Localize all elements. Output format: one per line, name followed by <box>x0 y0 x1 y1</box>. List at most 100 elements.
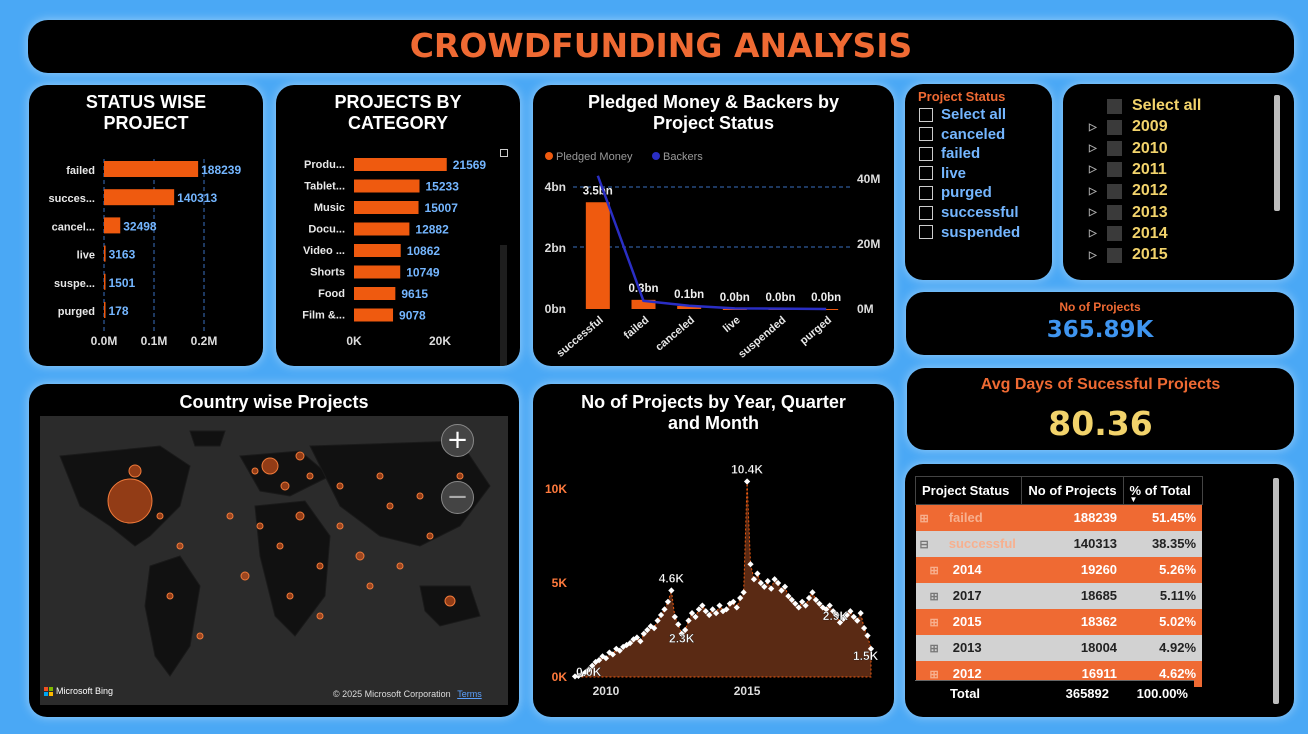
bar <box>104 302 106 318</box>
expand-toggle-icon[interactable]: ⊞ <box>929 643 939 655</box>
matrix-row[interactable]: ⊞ 2017 18685 5.11% <box>915 582 1203 609</box>
matrix-row[interactable]: ⊞ 2014 19260 5.26% <box>915 556 1203 583</box>
checkbox-icon[interactable] <box>919 166 933 181</box>
kpi-days-label: Avg Days of Sucessful Projects <box>980 376 1221 393</box>
checkbox-icon[interactable] <box>919 127 933 142</box>
status-slicer-option[interactable]: canceled <box>919 126 1005 143</box>
matrix-row[interactable]: ⊞ 2013 18004 4.92% <box>915 634 1203 661</box>
status-slicer-option[interactable]: failed <box>919 145 980 162</box>
status-slicer-label: live <box>941 164 967 182</box>
map-bubble <box>128 464 142 478</box>
checkbox-icon[interactable] <box>919 225 933 240</box>
zoom-in-button[interactable]: + <box>441 424 474 457</box>
expand-icon[interactable]: ▷ <box>1089 207 1097 218</box>
expand-icon[interactable]: ▷ <box>1089 121 1097 133</box>
year-slicer-option[interactable]: ▷ 2011 <box>1089 161 1167 179</box>
row-count: 18685 <box>1021 582 1124 609</box>
x-tick-label: 2015 <box>734 684 761 698</box>
matrix-scrollbar[interactable] <box>1273 478 1279 704</box>
checkbox-icon[interactable] <box>919 205 933 220</box>
data-label: 32498 <box>123 219 157 233</box>
expand-toggle-icon[interactable]: ⊞ <box>929 617 939 629</box>
checkbox-icon[interactable] <box>919 146 933 161</box>
year-slicer-option[interactable]: Select all <box>1089 97 1201 115</box>
data-label: 9078 <box>399 309 426 323</box>
col-project-status[interactable]: Project Status <box>914 476 1023 505</box>
checkbox-icon[interactable] <box>1107 141 1122 157</box>
category-label: cancel... <box>52 221 95 233</box>
expand-toggle-icon[interactable]: ⊟ <box>919 539 929 551</box>
expand-icon[interactable]: ▷ <box>1089 185 1097 197</box>
status-slicer-option[interactable]: suspended <box>919 224 1020 241</box>
checkbox-icon[interactable] <box>1107 162 1122 178</box>
zoom-out-button[interactable]: − <box>441 481 474 514</box>
year-slicer-option[interactable]: ▷ 2014 <box>1089 225 1168 243</box>
matrix-row[interactable]: ⊞ failed 188239 51.45% <box>915 504 1203 531</box>
expand-toggle-icon[interactable]: ⊞ <box>929 565 939 577</box>
year-area-chart: 0K 5K 10K 2010 2015 10.4K 4.6K 2.3K 2.9K 1.5K 0.0K <box>545 462 879 698</box>
checkbox-icon[interactable] <box>1107 98 1122 114</box>
year-title-line1: No of Projects by Year, Quarter <box>581 392 846 412</box>
world-map[interactable] <box>40 416 508 705</box>
bar <box>104 161 199 177</box>
data-label: 10862 <box>407 244 441 258</box>
data-label: 4.6K <box>659 572 685 586</box>
year-slicer-scrollbar[interactable] <box>1274 95 1280 211</box>
map-bubble <box>456 472 464 480</box>
terms-link[interactable]: Terms <box>457 689 482 699</box>
bar <box>104 245 106 262</box>
map-bubble <box>316 612 324 620</box>
land-mass <box>254 500 331 637</box>
map-bubble <box>196 632 204 640</box>
checkbox-icon[interactable] <box>1107 205 1122 220</box>
checkbox-icon[interactable] <box>919 185 933 200</box>
category-label: Food <box>318 288 345 300</box>
col-no-of-projects[interactable]: No of Projects <box>1021 476 1124 505</box>
status-slicer-option[interactable]: Select all <box>919 106 1006 123</box>
data-label: 188239 <box>201 163 241 177</box>
year-slicer-label: 2009 <box>1132 118 1168 136</box>
status-bar-chart: 0.0M 0.1M 0.2M failed 188239 succes... 140313 c… <box>49 159 241 348</box>
bar <box>354 201 419 214</box>
checkbox-icon[interactable] <box>1107 247 1122 263</box>
expand-toggle-icon[interactable]: ⊞ <box>929 591 939 603</box>
data-point <box>743 478 751 485</box>
year-slicer-option[interactable]: ▷ 2010 <box>1089 140 1168 158</box>
status-slicer-option[interactable]: successful <box>919 204 1019 221</box>
checkbox-icon[interactable] <box>1107 226 1122 242</box>
expand-icon[interactable]: ▷ <box>1089 164 1097 176</box>
checkbox-icon[interactable] <box>1107 183 1122 199</box>
year-slicer-option[interactable]: ▷ 2012 <box>1089 182 1168 200</box>
category-label: Shorts <box>310 267 345 279</box>
year-slicer-label: 2014 <box>1132 224 1168 242</box>
year-slicer-option[interactable]: ▷ 2009 <box>1089 118 1168 136</box>
data-point <box>692 613 699 620</box>
pledged-chart-title: Pledged Money & Backers by Project Statu… <box>533 92 894 134</box>
year-slicer-option[interactable]: ▷ 2015 <box>1089 246 1168 264</box>
data-label: 9615 <box>401 287 428 301</box>
year-slicer-option[interactable]: ▷ 2013 <box>1089 204 1168 222</box>
map-bubble <box>316 562 324 570</box>
matrix-row[interactable]: ⊟ successful 140313 38.35% <box>915 530 1203 557</box>
col-pct-of-total[interactable]: % of Total ▼ <box>1122 476 1203 505</box>
matrix-row[interactable]: ⊞ 2015 18362 5.02% <box>915 608 1203 635</box>
checkbox-icon[interactable] <box>919 107 933 122</box>
focus-mode-icon[interactable] <box>500 149 508 157</box>
expand-icon[interactable]: ▷ <box>1089 143 1097 155</box>
expand-icon[interactable]: ▷ <box>1089 228 1097 240</box>
expand-toggle-icon[interactable]: ⊞ <box>929 669 939 681</box>
map-canvas[interactable] <box>40 416 508 705</box>
expand-icon[interactable]: ▷ <box>1089 249 1097 261</box>
pledged-title-line1: Pledged Money & Backers by <box>587 92 840 112</box>
data-label: 21569 <box>453 158 487 172</box>
y-tick-label: 10K <box>545 482 567 496</box>
sort-desc-icon: ▼ <box>1129 495 1138 504</box>
checkbox-icon[interactable] <box>1107 119 1122 135</box>
expand-toggle-icon[interactable]: ⊞ <box>919 513 929 526</box>
bar <box>354 179 420 193</box>
map-bubble <box>176 542 184 550</box>
status-slicer-option[interactable]: live <box>919 165 966 182</box>
category-scrollbar[interactable] <box>500 245 507 366</box>
status-slicer-option[interactable]: purged <box>919 184 992 201</box>
matrix-total-row: Total 365892 100.00% <box>915 680 1194 707</box>
